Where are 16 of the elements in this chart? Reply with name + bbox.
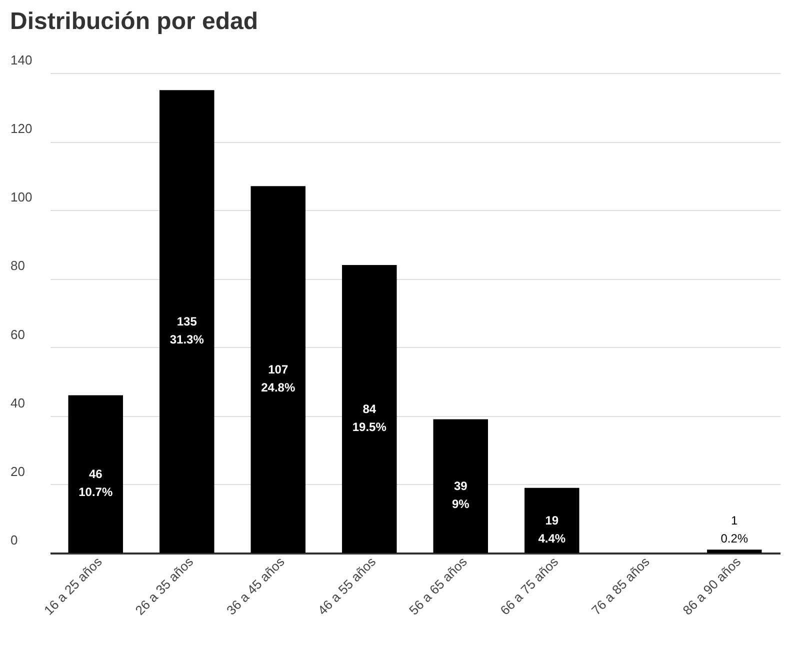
y-tick-label: 140 bbox=[10, 52, 32, 68]
data-label: 1 0.2% bbox=[720, 514, 748, 546]
y-tick-label: 0 bbox=[10, 532, 18, 548]
data-label: 46 10.7% bbox=[78, 467, 113, 500]
y-tick-label: 80 bbox=[10, 258, 25, 274]
data-label: 19 4.4% bbox=[538, 513, 566, 546]
chart-title: Distribución por edad bbox=[10, 8, 258, 35]
data-label: 107 24.8% bbox=[261, 362, 296, 395]
y-tick-label: 120 bbox=[10, 121, 32, 136]
y-tick-label: 20 bbox=[10, 464, 25, 479]
y-tick-label: 60 bbox=[10, 326, 25, 342]
y-tick-label: 100 bbox=[10, 190, 32, 205]
data-label: 135 31.3% bbox=[170, 314, 204, 347]
data-label: 84 19.5% bbox=[352, 402, 387, 434]
y-tick-label: 40 bbox=[10, 395, 25, 410]
data-label: 39 9% bbox=[452, 479, 470, 512]
